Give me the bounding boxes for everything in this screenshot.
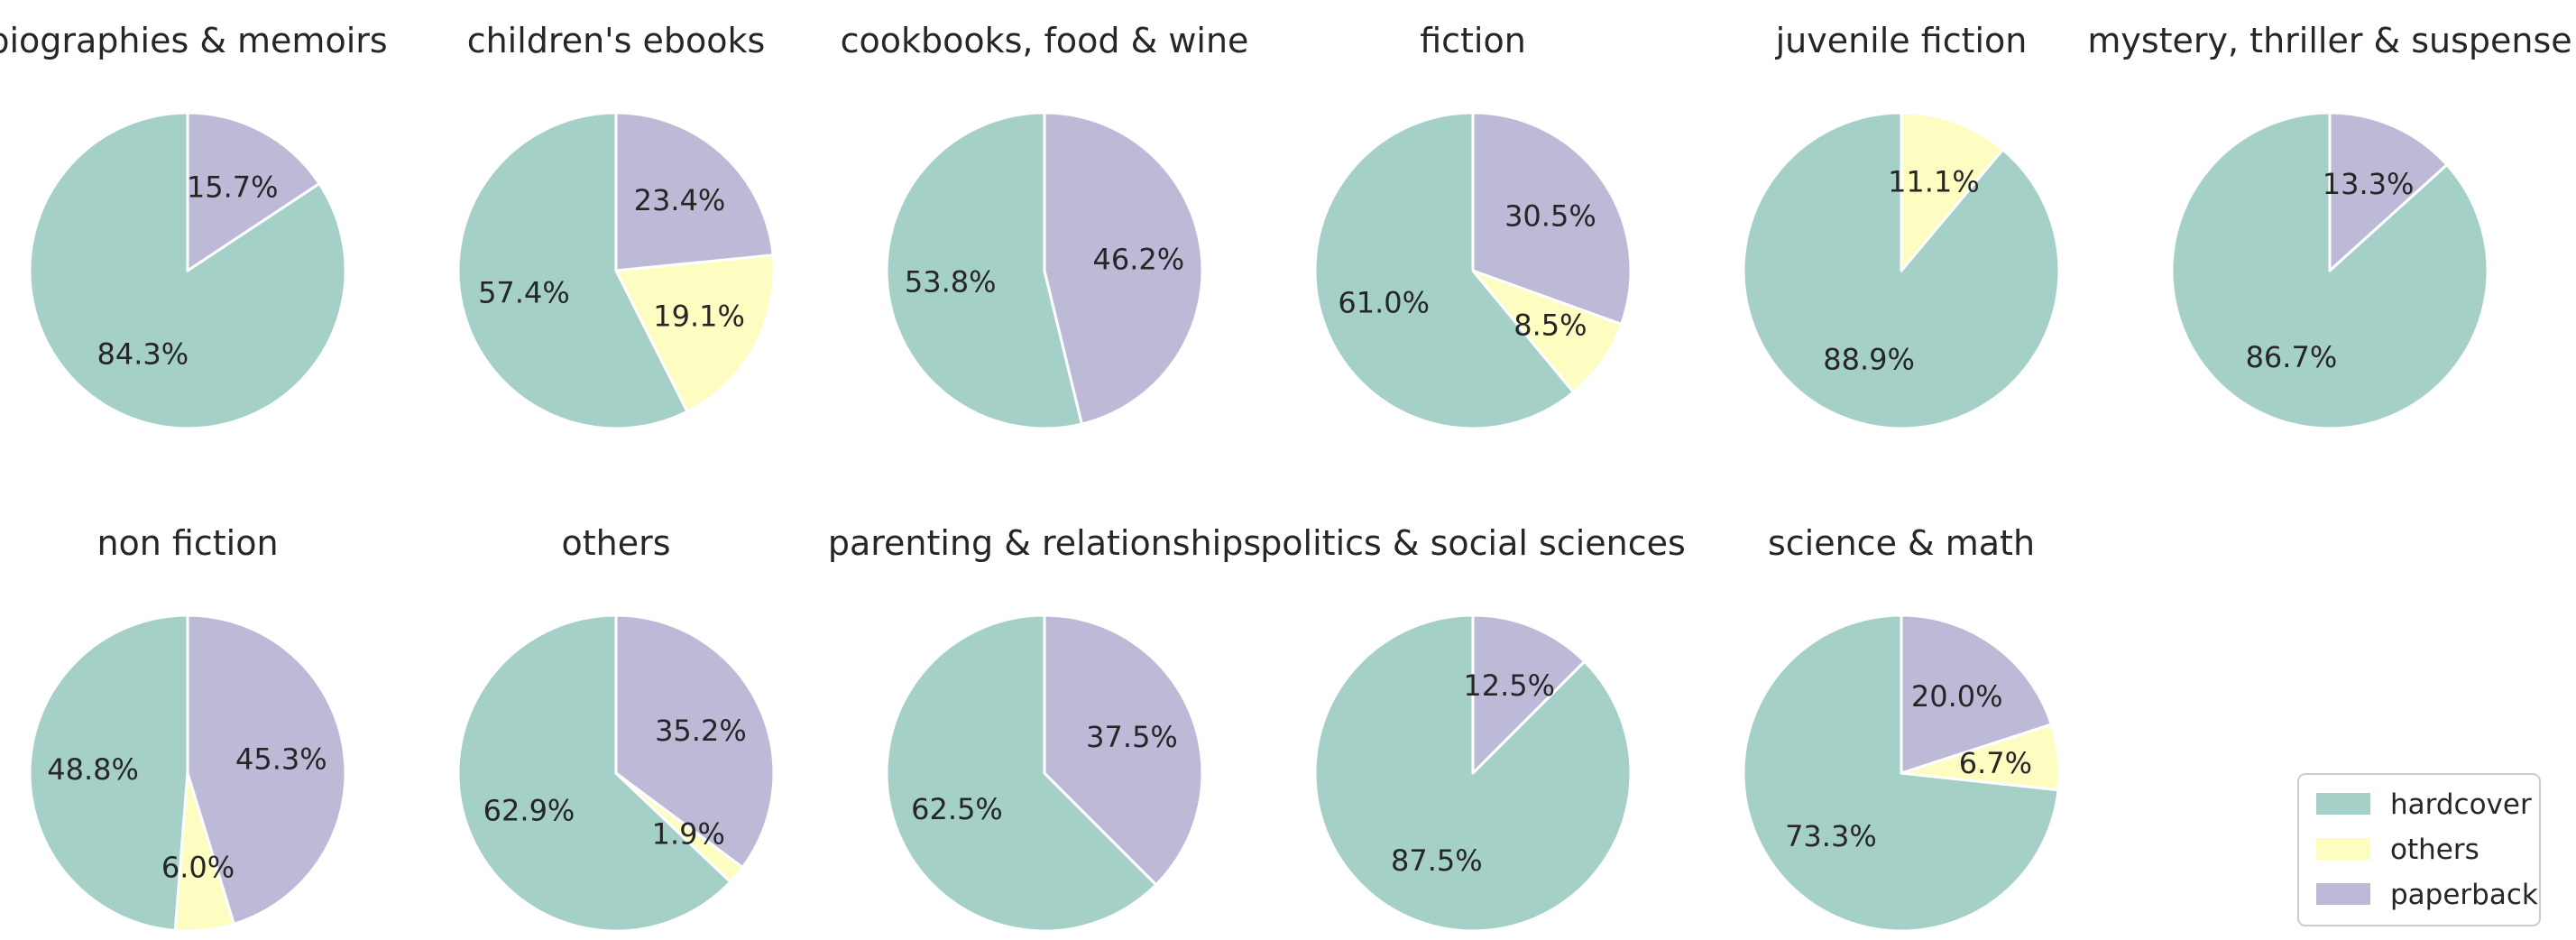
pie-percent-label: 6.7% [1959, 746, 2032, 780]
pie-percent-label: 46.2% [1092, 243, 1184, 277]
pie-biographies-memoirs: biographies & memoirs 84.3% 15.7% [0, 21, 388, 430]
pie-percent-label: 86.7% [2246, 340, 2338, 374]
pie-percent-label: 62.5% [911, 792, 1003, 826]
pie-title: cookbooks, food & wine [841, 21, 1249, 60]
legend-swatch-others [2316, 838, 2370, 860]
pie-percent-label: 15.7% [187, 170, 279, 205]
pie-percent-label: 19.1% [653, 300, 745, 334]
pie-title: juvenile fiction [1775, 21, 2028, 60]
pie-parenting-relationships: parenting & relationships 62.5% 37.5% [828, 523, 1261, 933]
pie-title: mystery, thriller & suspense [2087, 21, 2571, 60]
pie-mystery-thriller-suspense: mystery, thriller & suspense 86.7% 13.3% [2087, 21, 2572, 430]
pie-percent-label: 35.2% [655, 714, 747, 748]
pie-percent-label: 48.8% [47, 752, 139, 787]
pie-slice-others [1900, 111, 2004, 272]
pie-percent-label: 20.0% [1911, 679, 2003, 714]
pie-slice-hardcover [456, 111, 689, 430]
pie-slice-paperback [1471, 111, 1633, 326]
pie-fiction: fiction 61.0% 8.5% 30.5% [1313, 21, 1633, 430]
pie-percent-label: 13.3% [2323, 167, 2415, 201]
pie-percent-label: 30.5% [1504, 199, 1596, 234]
pie-slice-paperback [186, 613, 347, 926]
pie-juvenile-fiction: juvenile fiction 88.9% 11.1% [1742, 21, 2061, 430]
pie-percent-label: 6.0% [161, 850, 235, 884]
pie-cookbooks-food-wine: cookbooks, food & wine 53.8% 46.2% [841, 21, 1249, 430]
legend-swatch-hardcover [2316, 793, 2370, 815]
pie-children-s-ebooks: children's ebooks 57.4% 19.1% 23.4% [456, 21, 776, 430]
pie-others: others 62.9% 1.9% 35.2% [456, 523, 776, 933]
pie-percent-label: 53.8% [905, 265, 997, 300]
pie-percent-label: 62.9% [483, 793, 575, 827]
pies-layer: biographies & memoirs 84.3% 15.7% children'… [0, 21, 2572, 933]
legend-label-others: others [2390, 834, 2479, 866]
pie-slice-paperback [2328, 111, 2449, 272]
pie-slice-hardcover [456, 613, 732, 933]
pie-non-fiction: non fiction 48.8% 6.0% 45.3% [28, 523, 347, 933]
pie-slice-hardcover [885, 613, 1158, 933]
legend-label-hardcover: hardcover [2390, 788, 2532, 821]
pie-percent-label: 61.0% [1338, 286, 1430, 320]
pie-percent-label: 37.5% [1086, 720, 1178, 754]
pie-percent-label: 8.5% [1513, 308, 1587, 342]
pie-slice-paperback [614, 613, 776, 870]
pie-percent-label: 23.4% [634, 183, 726, 217]
pie-percent-label: 87.5% [1391, 843, 1483, 878]
legend-label-paperback: paperback [2390, 879, 2538, 911]
pie-slice-hardcover [1313, 111, 1576, 430]
pie-title: science & math [1768, 523, 2035, 563]
pie-slice-hardcover [885, 111, 1083, 430]
pie-title: children's ebooks [467, 21, 766, 60]
pie-percent-label: 12.5% [1463, 668, 1555, 703]
pie-percent-label: 84.3% [97, 337, 189, 372]
pie-title: non fiction [97, 523, 278, 563]
pie-title: parenting & relationships [828, 523, 1261, 563]
pie-slice-paperback [186, 111, 321, 272]
pie-slice-others [614, 253, 776, 413]
pie-slice-others [1471, 269, 1624, 394]
pie-title: politics & social sciences [1260, 523, 1686, 563]
pie-percent-label: 73.3% [1785, 819, 1877, 853]
pie-slice-paperback [1043, 111, 1204, 426]
pie-percent-label: 11.1% [1888, 164, 1980, 198]
pie-title: others [561, 523, 670, 563]
pie-slice-paperback [1900, 613, 2053, 775]
pie-politics-social-sciences: politics & social sciences 87.5% 12.5% [1260, 523, 1686, 933]
pie-percent-label: 1.9% [652, 817, 725, 852]
pie-title: biographies & memoirs [0, 21, 388, 60]
legend-swatch-paperback [2316, 883, 2370, 905]
pie-science-math: science & math 73.3% 6.7% 20.0% [1742, 523, 2061, 933]
pie-slice-paperback [1471, 613, 1587, 775]
pie-percent-label: 45.3% [235, 742, 327, 776]
pie-slice-paperback [614, 111, 775, 272]
legend: hardcover others paperback [2297, 773, 2541, 926]
pie-title: fiction [1420, 21, 1526, 60]
pie-slice-paperback [1043, 613, 1204, 887]
pie-percent-label: 57.4% [478, 275, 570, 309]
pie-slice-hardcover [28, 613, 189, 932]
pie-percent-label: 88.9% [1823, 343, 1915, 377]
